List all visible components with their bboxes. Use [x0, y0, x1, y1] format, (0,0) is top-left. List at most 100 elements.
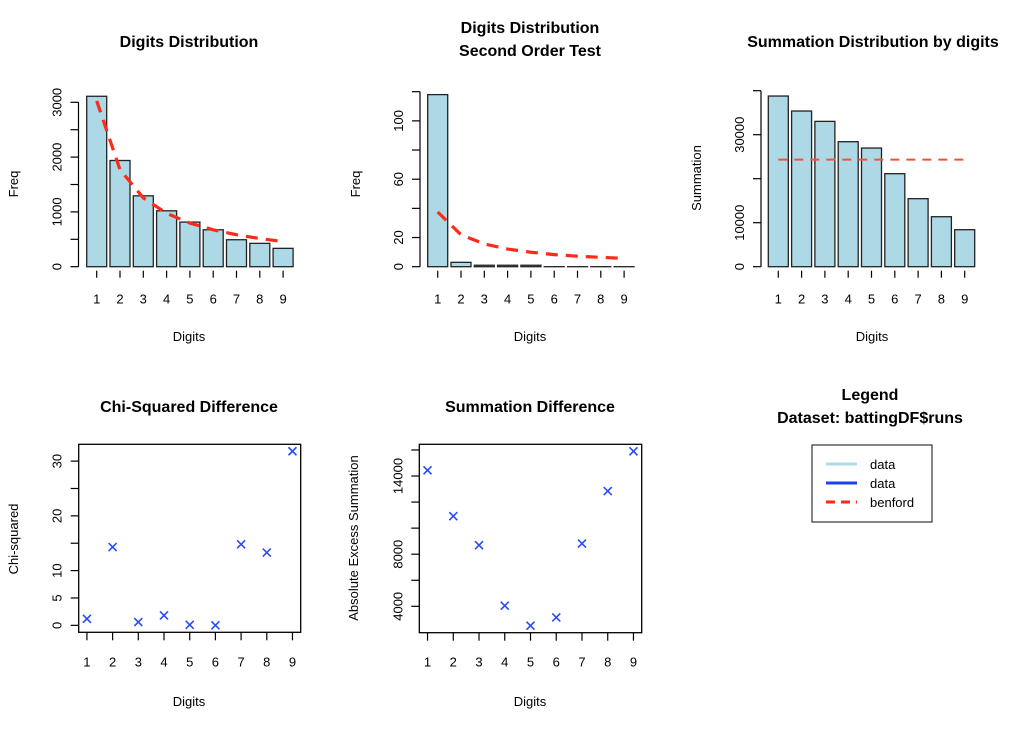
chart-title: Chi-Squared Difference — [100, 399, 278, 416]
marker-stroke — [159, 610, 169, 621]
bar — [427, 93, 449, 268]
legend-panel: Legend Dataset: battingDF$runs data data… — [777, 387, 963, 523]
bar — [496, 264, 519, 268]
x-tick-label: 3 — [821, 292, 828, 307]
data-point-x-marker — [603, 486, 613, 496]
x-tick-label: 2 — [450, 655, 457, 670]
x-tick-label: 4 — [501, 655, 508, 670]
bar — [132, 195, 154, 268]
marker-stroke — [108, 542, 118, 552]
data-point-x-marker — [287, 446, 298, 456]
marker-stroke — [210, 620, 220, 630]
x-tick-label: 6 — [212, 654, 219, 669]
x-tick-label: 4 — [163, 292, 170, 307]
bar — [450, 261, 472, 268]
chart-title: Summation Distribution by digits — [747, 34, 999, 51]
data-point-x-marker — [628, 446, 639, 456]
y-axis-label: Freq — [348, 171, 363, 198]
marker-stroke — [628, 446, 639, 456]
legend-title-line-2: Dataset: battingDF$runs — [777, 410, 963, 427]
x-tick-label: 8 — [263, 654, 270, 669]
bar — [837, 141, 859, 268]
marker-stroke — [422, 465, 433, 475]
bar — [225, 239, 248, 268]
legend-title-line-1: Legend — [842, 387, 899, 404]
y-tick-label: 10000 — [732, 205, 747, 241]
data-point-x-marker — [474, 540, 484, 550]
panel-chi-squared-difference: Chi-Squared Difference Digits Chi-square… — [6, 399, 302, 709]
x-tick-label: 8 — [604, 655, 611, 670]
y-tick-label: 10 — [50, 563, 65, 577]
data-point-x-marker — [236, 539, 246, 549]
marker-stroke — [236, 539, 246, 549]
panel-summation-distribution: Summation Distribution by digits Digits … — [689, 34, 999, 344]
x-tick-label: 6 — [891, 292, 898, 307]
bar — [272, 247, 294, 268]
bar — [790, 110, 813, 268]
bar — [767, 95, 789, 268]
chart-title-line-1: Digits Distribution — [461, 20, 600, 37]
benford-line — [436, 210, 625, 260]
x-axis-label: Digits — [173, 694, 206, 709]
y-tick-label: 4000 — [390, 592, 405, 621]
data-point-x-marker — [262, 547, 272, 558]
x-tick-label: 3 — [475, 655, 482, 670]
legend-label: data — [870, 476, 896, 491]
y-tick-label: 30000 — [732, 117, 747, 153]
plot-marks: 0 1000 2000 3000 1 2 3 4 5 6 7 8 9 — [50, 88, 294, 307]
y-tick-label: 14000 — [390, 458, 405, 494]
data-point-x-marker — [82, 614, 92, 624]
legend-label: data — [870, 457, 896, 472]
marker-stroke — [500, 601, 510, 611]
x-tick-label: 5 — [186, 292, 193, 307]
marker-stroke — [448, 511, 458, 521]
y-tick-label: 100 — [391, 110, 406, 132]
data-point-x-marker — [185, 620, 195, 630]
bar — [907, 198, 929, 268]
panel-summation-difference: Summation Difference Digits Absolute Exc… — [346, 399, 643, 709]
data-point-x-marker — [448, 511, 458, 521]
bar — [520, 264, 542, 268]
x-tick-label: 7 — [233, 292, 240, 307]
bar — [930, 216, 953, 268]
marker-stroke — [577, 538, 587, 549]
x-axis-label: Digits — [514, 329, 547, 344]
chart-title-line-2: Second Order Test — [459, 43, 602, 60]
data-point-x-marker — [500, 601, 510, 611]
x-tick-label: 2 — [109, 654, 116, 669]
x-tick-label: 3 — [140, 292, 147, 307]
y-tick-label: 60 — [391, 172, 406, 186]
x-tick-label: 4 — [845, 292, 852, 307]
x-tick-label: 4 — [504, 292, 511, 307]
marker-stroke — [185, 620, 195, 630]
x-tick-label: 6 — [553, 655, 560, 670]
x-tick-label: 6 — [551, 292, 558, 307]
data-point-x-marker — [108, 542, 118, 552]
bar — [473, 264, 495, 268]
x-tick-label: 5 — [527, 655, 534, 670]
benford-line — [95, 100, 284, 244]
x-tick-label: 1 — [83, 654, 90, 669]
y-axis-label: Absolute Excess Summation — [346, 455, 361, 620]
data-point-x-marker — [422, 465, 433, 475]
y-tick-label: 1000 — [50, 197, 65, 226]
y-tick-label: 20 — [391, 230, 406, 244]
data-point-x-marker — [551, 612, 561, 622]
plot-marks: 1 2 3 4 5 6 7 8 9 0 5 10 20 30 — [50, 443, 302, 669]
y-tick-label: 20 — [50, 509, 65, 523]
y-axis-label: Summation — [689, 145, 704, 211]
bar — [954, 229, 976, 268]
y-tick-label: 0 — [391, 263, 406, 270]
x-tick-label: 3 — [135, 654, 142, 669]
marker-stroke — [287, 446, 298, 456]
x-axis-label: Digits — [173, 329, 206, 344]
x-tick-label: 2 — [798, 292, 805, 307]
bar — [179, 221, 201, 268]
data-point-x-marker — [210, 620, 220, 630]
x-tick-label: 1 — [775, 292, 782, 307]
plot-marks: 0 20 60 100 1 2 3 4 5 6 7 8 9 — [391, 91, 635, 307]
marker-stroke — [262, 547, 272, 558]
x-tick-label: 2 — [116, 292, 123, 307]
plot-box — [418, 443, 643, 634]
x-tick-label: 6 — [210, 292, 217, 307]
